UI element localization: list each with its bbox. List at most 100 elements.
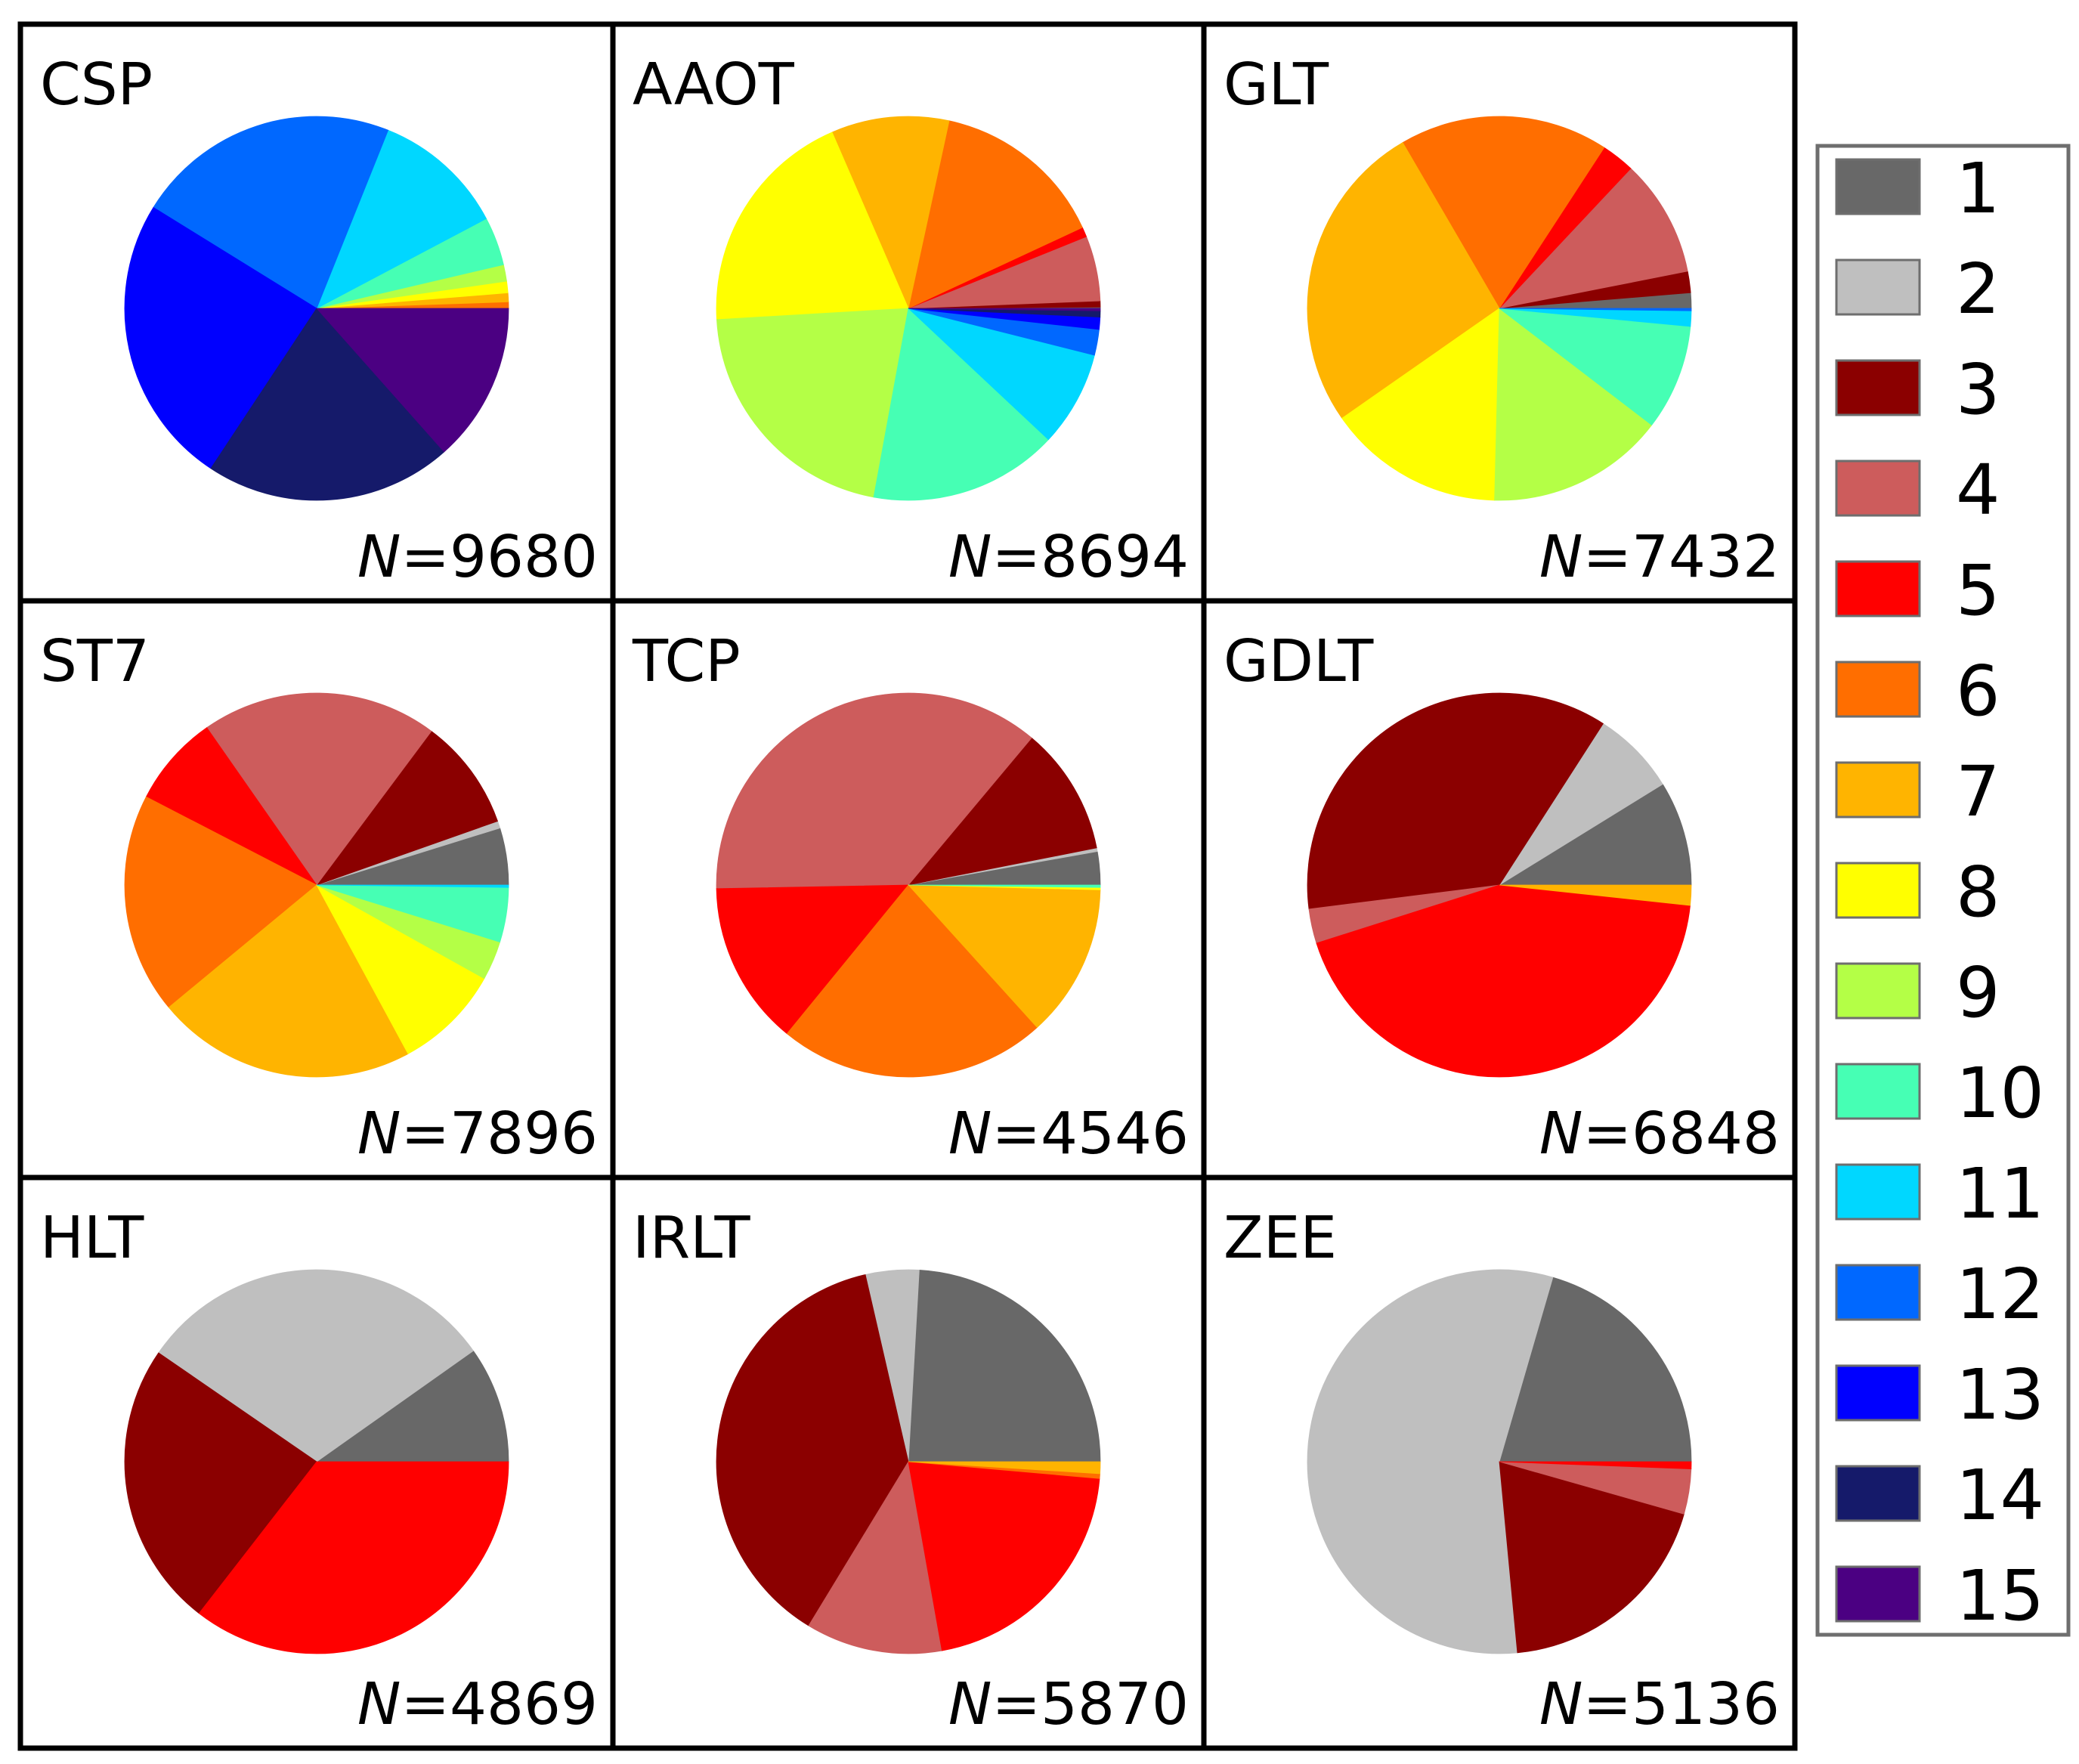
legend-entry-14: 14 bbox=[1835, 1455, 2044, 1536]
n-symbol: N bbox=[357, 1100, 401, 1168]
legend-label: 1 bbox=[1956, 148, 2000, 229]
legend-swatch bbox=[1835, 158, 1921, 215]
panel-csp: CSP N=9680 bbox=[17, 21, 616, 604]
n-count-label: N=7896 bbox=[357, 1100, 598, 1168]
panel-zee: ZEE N=5136 bbox=[1201, 1174, 1798, 1751]
n-value: =4546 bbox=[992, 1100, 1189, 1168]
pie-slice-11 bbox=[316, 129, 487, 309]
legend-swatch bbox=[1835, 862, 1921, 919]
n-value: =5870 bbox=[992, 1671, 1189, 1738]
pie-slice-2 bbox=[1499, 723, 1663, 886]
n-symbol: N bbox=[948, 1671, 992, 1738]
n-symbol: N bbox=[948, 1100, 992, 1168]
legend-label: 7 bbox=[1956, 751, 2000, 832]
legend-entry-7: 7 bbox=[1835, 751, 2000, 832]
legend-label: 14 bbox=[1956, 1455, 2044, 1536]
panel-title: AAOT bbox=[633, 51, 795, 119]
n-count-label: N=9680 bbox=[357, 524, 598, 591]
legend-swatch bbox=[1835, 1264, 1921, 1321]
pie-slice-13 bbox=[124, 206, 317, 469]
pie-slice-8 bbox=[315, 884, 485, 1054]
n-symbol: N bbox=[1539, 1100, 1583, 1168]
legend-label: 13 bbox=[1956, 1354, 2044, 1435]
legend-entry-5: 5 bbox=[1835, 550, 2000, 631]
n-count-label: N=4546 bbox=[948, 1100, 1189, 1168]
pie-slice-5 bbox=[198, 1461, 509, 1654]
panel-hlt: HLT N=4869 bbox=[17, 1174, 616, 1751]
legend-label: 15 bbox=[1956, 1555, 2044, 1636]
pie-slice-1 bbox=[1499, 1277, 1692, 1462]
pie-slice-6 bbox=[124, 796, 317, 1008]
pie-slice-4 bbox=[808, 1460, 942, 1654]
pie-slice-7 bbox=[1499, 884, 1692, 906]
panel-title: GDLT bbox=[1224, 628, 1374, 695]
pie-slice-11 bbox=[316, 884, 509, 888]
legend-entry-11: 11 bbox=[1835, 1153, 2044, 1234]
n-symbol: N bbox=[357, 524, 401, 591]
pie-slice-14 bbox=[210, 308, 445, 501]
n-value: =5136 bbox=[1583, 1671, 1780, 1738]
pie-slice-5 bbox=[1499, 1461, 1692, 1469]
legend-label: 3 bbox=[1956, 349, 2000, 430]
pie-slice-7 bbox=[831, 116, 950, 310]
n-count-label: N=5870 bbox=[948, 1671, 1189, 1738]
legend-swatch bbox=[1835, 1163, 1921, 1221]
panel-gdlt: GDLT N=6848 bbox=[1201, 598, 1798, 1181]
legend-swatch bbox=[1835, 962, 1921, 1020]
pie-slice-1 bbox=[315, 1350, 509, 1462]
pie-slice-12 bbox=[1499, 308, 1692, 311]
n-symbol: N bbox=[1539, 524, 1583, 591]
panel-title: ZEE bbox=[1224, 1205, 1337, 1272]
n-value: =7432 bbox=[1583, 524, 1780, 591]
n-value: =8694 bbox=[992, 524, 1189, 591]
n-count-label: N=6848 bbox=[1539, 1100, 1780, 1168]
n-value: =9680 bbox=[401, 524, 598, 591]
pie-slice-1 bbox=[1498, 784, 1692, 886]
pie-slice-3 bbox=[716, 1273, 909, 1626]
legend-entry-15: 15 bbox=[1835, 1555, 2044, 1636]
pie-slice-15 bbox=[908, 308, 1101, 311]
pie-slice-9 bbox=[1494, 308, 1653, 501]
legend-entry-6: 6 bbox=[1835, 651, 2000, 732]
panel-title: ST7 bbox=[40, 628, 150, 695]
pie-slice-3 bbox=[124, 1352, 317, 1614]
legend-label: 11 bbox=[1956, 1153, 2044, 1234]
pie-slice-7 bbox=[168, 884, 409, 1078]
legend-entry-10: 10 bbox=[1835, 1053, 2044, 1134]
pie-slice-6 bbox=[786, 884, 1038, 1078]
panel-aaot: AAOT N=8694 bbox=[610, 21, 1207, 604]
legend-label: 5 bbox=[1956, 550, 2000, 631]
n-symbol: N bbox=[1539, 1671, 1583, 1738]
n-value: =7896 bbox=[401, 1100, 598, 1168]
pie-slice-10 bbox=[1498, 308, 1691, 426]
legend-label: 8 bbox=[1956, 852, 2000, 933]
legend-swatch bbox=[1835, 1465, 1921, 1522]
pie-panels-grid: CSPN=9680AAOTN=8694GLTN=7432ST7N=7896TCP… bbox=[17, 21, 1798, 1751]
legend-label: 4 bbox=[1956, 450, 2000, 531]
pie-slice-3 bbox=[1307, 692, 1604, 910]
legend-entry-9: 9 bbox=[1835, 952, 2000, 1033]
legend-label: 2 bbox=[1956, 249, 2000, 330]
legend-entry-2: 2 bbox=[1835, 249, 2000, 330]
panel-title: IRLT bbox=[633, 1205, 751, 1272]
legend-swatch bbox=[1835, 258, 1921, 316]
pie-slice-6 bbox=[1402, 116, 1605, 309]
pie-slice-1 bbox=[908, 1269, 1101, 1462]
panel-st7: ST7 N=7896 bbox=[17, 598, 616, 1181]
legend-swatch bbox=[1835, 460, 1921, 517]
n-value: =6848 bbox=[1583, 1100, 1780, 1168]
pie-slice-5 bbox=[908, 1461, 1100, 1651]
legend-label: 6 bbox=[1956, 651, 2000, 732]
pie-slice-7 bbox=[908, 1461, 1101, 1475]
pie-slice-3 bbox=[315, 730, 499, 886]
n-count-label: N=4869 bbox=[357, 1671, 598, 1738]
panel-title: GLT bbox=[1224, 51, 1329, 119]
legend-entry-3: 3 bbox=[1835, 349, 2000, 430]
pie-slice-10 bbox=[908, 884, 1101, 888]
legend-entry-12: 12 bbox=[1835, 1254, 2044, 1335]
n-count-label: N=7432 bbox=[1539, 524, 1780, 591]
legend-swatch bbox=[1835, 761, 1921, 819]
pie-slice-11 bbox=[907, 308, 1095, 441]
pie-slice-4 bbox=[716, 692, 1032, 890]
